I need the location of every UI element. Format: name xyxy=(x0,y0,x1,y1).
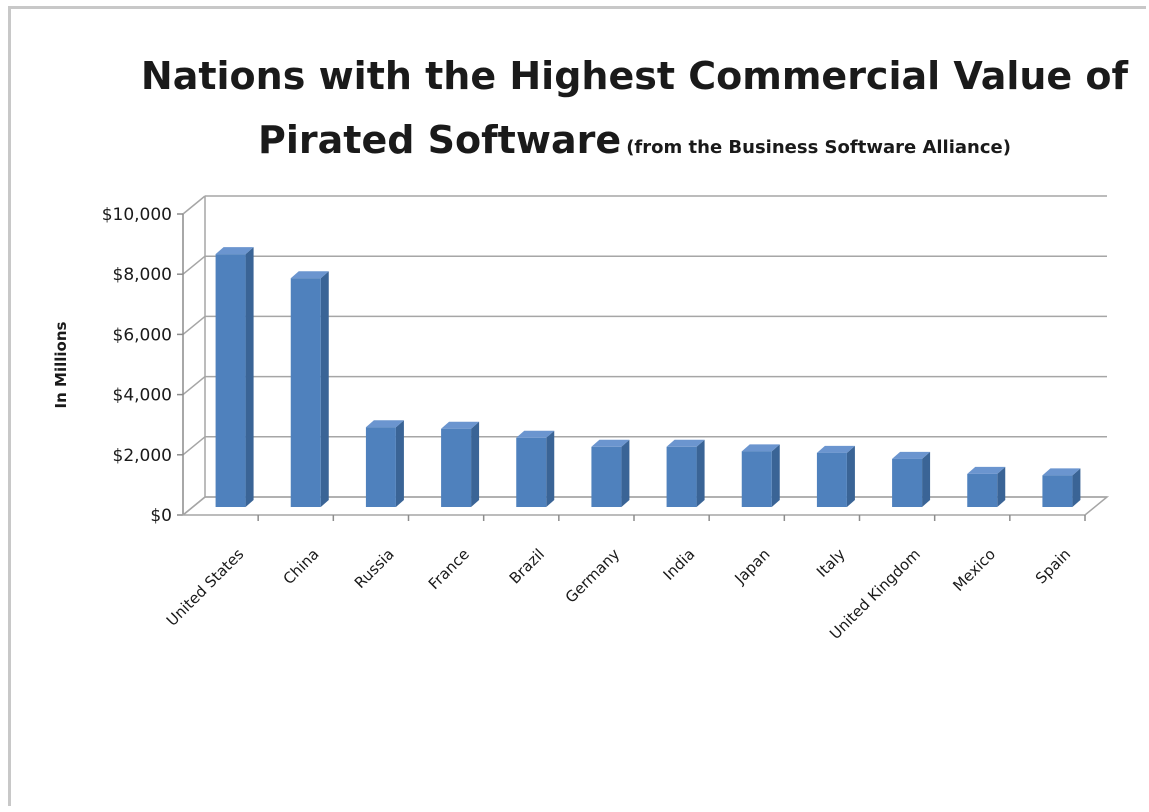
x-tick-label: Italy xyxy=(813,545,849,581)
bar xyxy=(365,427,396,507)
x-tick-label: India xyxy=(660,545,699,584)
chart-title-line1: Nations with the Highest Commercial Valu… xyxy=(140,54,1129,98)
bar-side xyxy=(997,466,1006,507)
bar-top xyxy=(666,439,705,447)
bar-side xyxy=(245,247,254,507)
y-axis-label: In Millions xyxy=(52,321,70,408)
bar-top xyxy=(967,466,1006,474)
bar-side xyxy=(621,439,630,507)
y-tick-label: $0 xyxy=(150,506,172,526)
x-tick-label: China xyxy=(280,545,323,588)
bar-side xyxy=(696,439,705,507)
bar-top xyxy=(365,420,404,428)
y-tick-label: $10,000 xyxy=(102,205,172,225)
bar xyxy=(516,437,547,507)
chart-frame xyxy=(8,6,1146,806)
bar xyxy=(816,452,847,507)
x-tick-label: Japan xyxy=(731,545,774,588)
bar-top xyxy=(1042,468,1081,476)
bar xyxy=(741,451,772,507)
bar-side xyxy=(771,444,780,507)
x-tick-label: United States xyxy=(163,545,248,630)
bar xyxy=(1042,475,1073,507)
gridline-depth xyxy=(182,376,206,396)
gridline-depth xyxy=(182,315,206,335)
bar-side xyxy=(320,271,329,507)
bar-top xyxy=(290,271,329,279)
x-tick-label: Russia xyxy=(351,545,398,592)
bar-side xyxy=(1072,468,1081,507)
bar xyxy=(967,473,998,507)
bar xyxy=(892,458,923,507)
bar xyxy=(441,428,472,507)
gridline-depth xyxy=(182,436,206,456)
x-tick-label: Spain xyxy=(1032,545,1074,587)
bar-top xyxy=(892,451,931,459)
y-tick-label: $8,000 xyxy=(113,265,172,285)
bar-top xyxy=(816,445,855,453)
gridline-depth xyxy=(182,255,206,275)
x-tick-label: France xyxy=(425,545,473,593)
y-tick-label: $6,000 xyxy=(113,325,172,345)
gridline-depth xyxy=(182,195,206,215)
bar-side xyxy=(395,420,404,507)
bar xyxy=(215,254,246,507)
bar-side xyxy=(471,421,480,507)
bar-top xyxy=(591,439,630,447)
x-tick-label: Mexico xyxy=(949,545,999,595)
y-tick-label: $4,000 xyxy=(113,386,172,406)
x-tick-label: Germany xyxy=(562,545,624,607)
y-tick-label: $2,000 xyxy=(113,446,172,466)
bar-side xyxy=(846,445,855,507)
bar-top xyxy=(441,421,480,429)
bar xyxy=(666,446,697,507)
x-tick-label: Brazil xyxy=(506,545,548,587)
chart-title-line2-main: Pirated Software xyxy=(258,118,622,162)
bar-side xyxy=(546,430,555,507)
bar xyxy=(591,446,622,507)
bar-top xyxy=(741,444,780,452)
bar-top xyxy=(215,247,254,255)
bar-top xyxy=(516,430,555,438)
chart-subtitle: (from the Business Software Alliance) xyxy=(626,137,1011,158)
bar xyxy=(290,278,321,507)
bar-side xyxy=(922,451,931,507)
chart-title-line2: Pirated Software (from the Business Soft… xyxy=(0,118,1149,162)
